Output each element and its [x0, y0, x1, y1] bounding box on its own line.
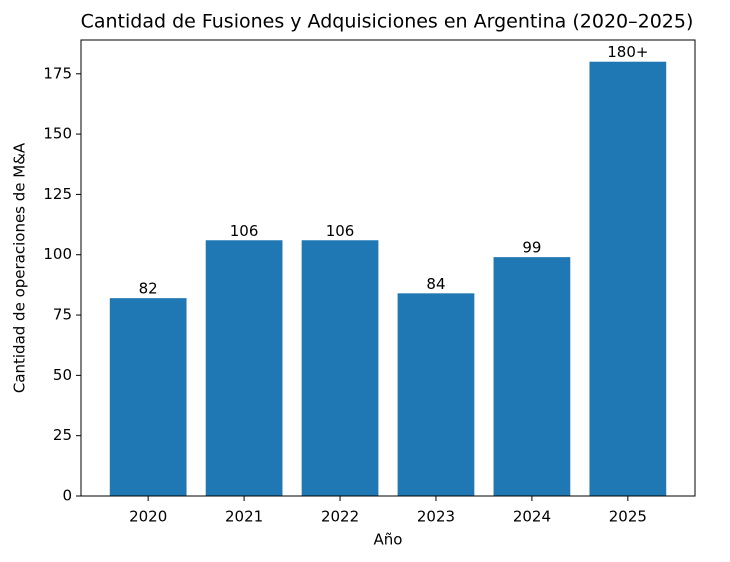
bar: [493, 257, 571, 496]
data-label: 84: [426, 275, 445, 293]
y-tick-label: 150: [43, 125, 72, 143]
bar: [589, 61, 667, 496]
y-tick-label: 125: [43, 185, 72, 203]
x-tick-label: 2024: [513, 508, 551, 526]
x-tick-label: 2023: [417, 508, 455, 526]
x-tick-label: 2022: [321, 508, 359, 526]
plot-frame: [80, 39, 696, 497]
chart-title: Cantidad de Fusiones y Adquisiciones en …: [81, 11, 694, 33]
bar: [397, 293, 475, 496]
y-tick-label: 0: [62, 487, 72, 505]
x-axis-label: Año: [374, 531, 403, 549]
data-label: 106: [326, 222, 355, 240]
bar: [205, 240, 283, 496]
bar: [301, 240, 379, 496]
x-tick-label: 2025: [609, 508, 647, 526]
bar: [109, 298, 187, 496]
data-label: 82: [139, 280, 158, 298]
y-axis-label: Cantidad de operaciones de M&A: [11, 142, 29, 393]
data-label: 99: [522, 239, 541, 257]
x-tick-label: 2021: [225, 508, 263, 526]
data-label: 180+: [607, 43, 648, 61]
y-tick-label: 175: [43, 64, 72, 82]
y-tick-label: 100: [43, 245, 72, 263]
data-label: 106: [230, 222, 259, 240]
x-tick-label: 2020: [129, 508, 167, 526]
y-tick-label: 25: [53, 426, 72, 444]
y-tick-label: 75: [53, 306, 72, 324]
y-tick-label: 50: [53, 366, 72, 384]
